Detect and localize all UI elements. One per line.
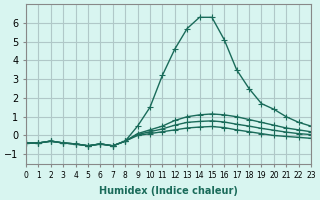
X-axis label: Humidex (Indice chaleur): Humidex (Indice chaleur) [99, 186, 238, 196]
